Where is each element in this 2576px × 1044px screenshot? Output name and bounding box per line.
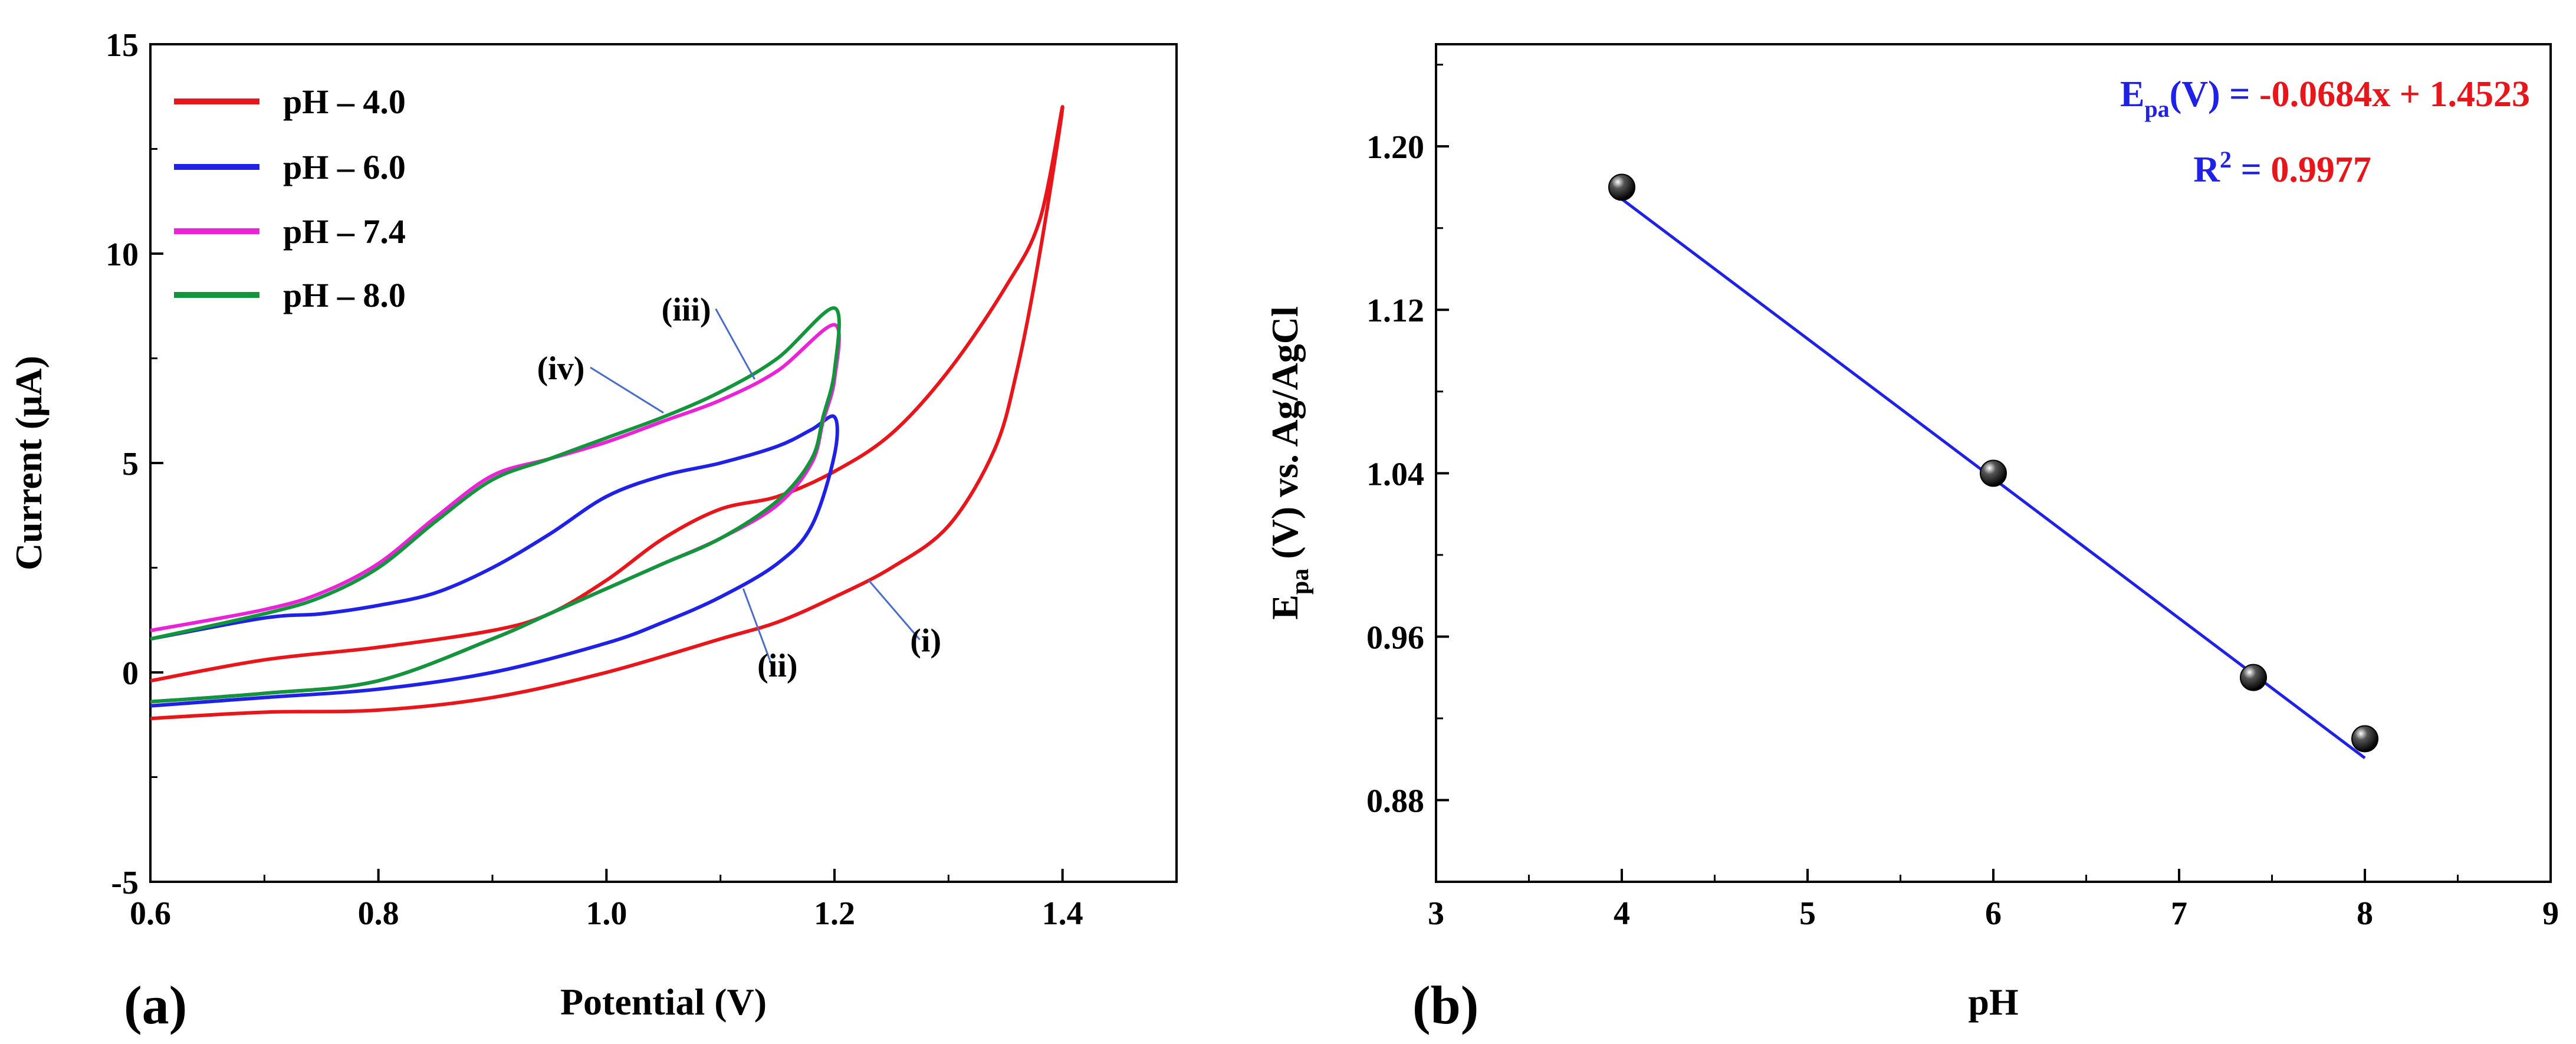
b-ylabel-sub: pa bbox=[1287, 569, 1314, 595]
a-x-tick-label: 0.6 bbox=[130, 895, 171, 932]
annotation-leader bbox=[715, 308, 755, 380]
b-x-tick-label: 4 bbox=[1614, 895, 1630, 932]
b-y-axis-label: Epa (V) vs. Ag/AgCl bbox=[1264, 306, 1314, 619]
b-y-tick-label: 0.96 bbox=[1366, 619, 1424, 656]
panel-label-a: (a) bbox=[124, 975, 187, 1035]
a-y-tick-label: 5 bbox=[122, 446, 139, 482]
a-x-tick-label: 1.0 bbox=[586, 895, 627, 932]
panel-label-b: (b) bbox=[1412, 975, 1478, 1035]
b-y-tick-label: 1.20 bbox=[1366, 129, 1424, 166]
fit-equation: Epa(V) = -0.0684x + 1.4523 bbox=[2120, 74, 2530, 122]
b-x-tick-label: 7 bbox=[2171, 895, 2187, 932]
legend-label-ph8: pH – 8.0 bbox=[283, 276, 406, 314]
a-x-tick-label: 0.8 bbox=[358, 895, 399, 932]
r2-sup: 2 bbox=[2220, 146, 2232, 173]
legend-label-ph4: pH – 4.0 bbox=[283, 83, 406, 121]
b-y-tick-label: 1.04 bbox=[1366, 456, 1424, 493]
a-y-axis-label: Current (μA) bbox=[8, 356, 50, 570]
curve-annotation: (iii) bbox=[662, 292, 711, 329]
a-axis-ticks: 0.6 0.8 1.0 1.2 1.4 -5 0 5 10 15 bbox=[106, 27, 1083, 932]
a-x-axis-label: Potential (V) bbox=[560, 981, 767, 1023]
legend-label-ph6: pH – 6.0 bbox=[283, 148, 406, 186]
data-point bbox=[1980, 459, 2007, 487]
eq-lhs-sub: pa bbox=[2144, 96, 2169, 122]
curve-annotation: (i) bbox=[910, 623, 941, 659]
ph-dependence-chart: 3 4 5 6 7 8 90.880.961.041.121.20 Epa(V) = -0.… bbox=[1264, 43, 2559, 1035]
b-x-axis-label: pH bbox=[1968, 981, 2018, 1023]
cv-chart: 0.6 0.8 1.0 1.2 1.4 -5 0 5 10 15 (i) (ii) (iii) (iv)… bbox=[8, 27, 1178, 1035]
a-x-tick-label: 1.2 bbox=[814, 895, 855, 932]
a-annotations: (i) (ii) (iii) (iv) bbox=[537, 292, 942, 685]
b-ylabel-main: E bbox=[1264, 595, 1306, 620]
a-y-tick-label: 15 bbox=[106, 27, 139, 64]
b-ylabel-rest: (V) vs. Ag/AgCl bbox=[1264, 306, 1306, 568]
data-point bbox=[2240, 664, 2267, 691]
a-x-tick-label: 1.4 bbox=[1042, 895, 1083, 932]
b-points-group bbox=[1608, 173, 2378, 753]
b-x-tick-label: 3 bbox=[1428, 895, 1444, 932]
b-x-tick-label: 8 bbox=[2357, 895, 2373, 932]
r-squared: R2 = 0.9977 bbox=[2193, 146, 2371, 190]
curve-annotation: (ii) bbox=[757, 648, 797, 684]
b-x-tick-label: 6 bbox=[1985, 895, 2002, 932]
legend-label-ph74: pH – 7.4 bbox=[283, 212, 406, 251]
cv-curve-ph8 bbox=[150, 306, 841, 704]
r2-value: 0.9977 bbox=[2271, 150, 2371, 190]
b-x-tick-label: 9 bbox=[2542, 895, 2559, 932]
b-x-tick-label: 5 bbox=[1799, 895, 1816, 932]
b-y-tick-label: 1.12 bbox=[1366, 293, 1424, 329]
eq-lhs-main: E bbox=[2120, 74, 2144, 114]
b-axis-ticks: 3 4 5 6 7 8 9 0.88 0.96 1.04 1.12 1.20 bbox=[1366, 64, 2559, 932]
eq-lhs-rest: (V) = bbox=[2170, 74, 2259, 114]
r2-main: R bbox=[2193, 150, 2220, 190]
data-point bbox=[2351, 725, 2378, 753]
r2-eq: = bbox=[2232, 150, 2271, 190]
eq-rhs: -0.0684x + 1.4523 bbox=[2259, 74, 2530, 114]
annotation-leader bbox=[868, 579, 921, 641]
a-y-tick-label: -5 bbox=[111, 865, 139, 901]
data-point bbox=[1608, 173, 1635, 201]
a-y-tick-label: 10 bbox=[106, 237, 139, 273]
curve-annotation: (iv) bbox=[537, 350, 585, 387]
annotation-leader bbox=[742, 588, 773, 665]
a-y-tick-label: 0 bbox=[122, 655, 139, 692]
cv-curve-ph74 bbox=[150, 323, 841, 704]
b-y-tick-label: 0.88 bbox=[1366, 783, 1424, 819]
annotation-leader bbox=[590, 366, 664, 414]
legend: pH – 4.0 pH – 6.0 pH – 7.4 pH – 8.0 bbox=[174, 83, 406, 314]
a-series-group bbox=[150, 105, 1064, 721]
